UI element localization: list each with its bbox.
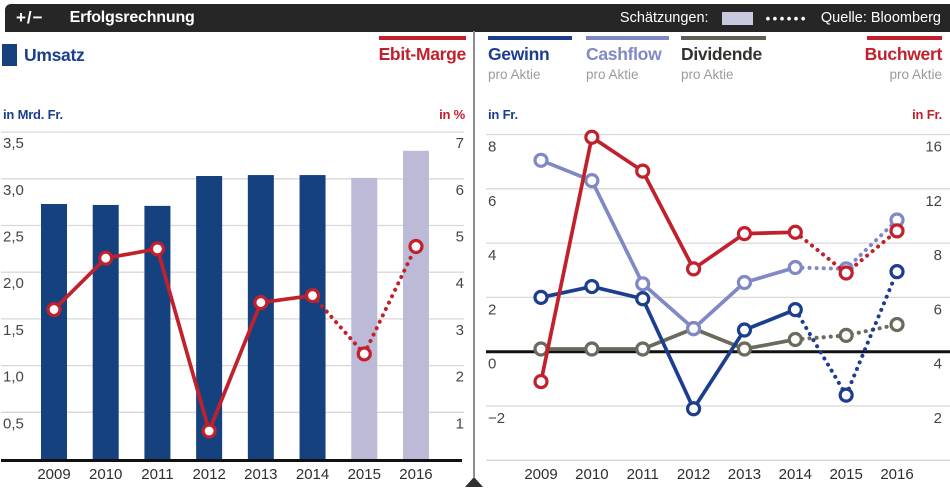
svg-text:4: 4 (934, 356, 942, 373)
svg-text:2011: 2011 (141, 466, 173, 483)
dividende-legend-sublabel: pro Aktie (681, 66, 734, 82)
dividende-legend-line (681, 36, 766, 40)
svg-text:2015: 2015 (829, 466, 862, 483)
svg-text:0,5: 0,5 (3, 415, 24, 432)
dividende-legend-label: Dividende (681, 43, 762, 64)
ebit-marge-legend-label: Ebit-Marge (378, 43, 467, 64)
svg-text:6: 6 (456, 182, 464, 199)
umsatz-legend-label: Umsatz (24, 44, 85, 65)
buchwert-legend: Buchwert pro Aktie (865, 36, 942, 82)
per-share-chart: 8 16 6 12 4 8 2 6 0 4 −2 2 2009 2010 2011 2012 2013 2014 2… (486, 129, 950, 483)
svg-text:7: 7 (456, 135, 464, 152)
gewinn-legend-sublabel: pro Aktie (488, 66, 541, 82)
umsatz-legend-swatch (2, 44, 17, 66)
cashflow-legend-sublabel: pro Aktie (586, 66, 639, 82)
ebit-marge-legend: Ebit-Marge (379, 36, 466, 65)
svg-text:2012: 2012 (192, 466, 225, 483)
header-legend: Schätzungen: •••••• Quelle: Bloomberg (620, 4, 941, 32)
divider-triangle-icon (465, 477, 483, 487)
cashflow-legend-line (586, 36, 669, 40)
svg-text:2016: 2016 (880, 466, 913, 483)
svg-text:8: 8 (934, 247, 942, 264)
svg-text:−2: −2 (488, 410, 505, 427)
right-chart-y-axis-title-right: in Fr. (912, 107, 942, 122)
estimate-dotted-line-icon: •••••• (765, 10, 808, 26)
svg-text:3: 3 (456, 322, 464, 339)
estimates-label: Schätzungen: (619, 10, 709, 26)
svg-text:4: 4 (456, 275, 464, 292)
svg-text:0: 0 (488, 356, 496, 373)
svg-text:2014: 2014 (296, 466, 329, 483)
svg-text:2012: 2012 (677, 466, 710, 483)
buchwert-legend-label: Buchwert (864, 43, 943, 64)
header-bar: +/− Erfolgsrechnung Schätzungen: •••••• … (5, 4, 950, 32)
svg-text:2014: 2014 (779, 466, 812, 483)
svg-text:3,5: 3,5 (3, 135, 24, 152)
cashflow-legend-label: Cashflow (586, 43, 662, 64)
svg-text:1: 1 (456, 415, 464, 432)
svg-text:2009: 2009 (524, 466, 557, 483)
right-chart-y-axis-title-left: in Fr. (488, 107, 518, 122)
svg-text:2015: 2015 (348, 466, 381, 483)
svg-text:2009: 2009 (37, 466, 70, 483)
svg-text:2: 2 (456, 369, 464, 386)
umsatz-legend: Umsatz (2, 44, 85, 66)
svg-text:2013: 2013 (728, 466, 761, 483)
plus-minus-logo: +/− (16, 8, 44, 27)
dividende-legend: Dividende pro Aktie (681, 36, 766, 82)
panel-divider (473, 31, 475, 477)
svg-text:12: 12 (925, 193, 942, 210)
left-chart-y-axis-title-right: in % (439, 107, 465, 122)
svg-text:2: 2 (488, 301, 496, 318)
svg-text:6: 6 (934, 301, 942, 318)
svg-text:8: 8 (488, 139, 496, 156)
svg-text:3,0: 3,0 (3, 182, 24, 199)
svg-text:1,0: 1,0 (3, 369, 24, 386)
buchwert-legend-sublabel: pro Aktie (889, 66, 942, 82)
svg-text:5: 5 (456, 229, 464, 246)
svg-text:6: 6 (488, 193, 496, 210)
svg-text:2010: 2010 (89, 466, 122, 483)
buchwert-legend-line (867, 36, 942, 40)
ebit-marge-legend-line (379, 36, 466, 40)
source-label: Quelle: Bloomberg (820, 10, 941, 26)
cashflow-legend: Cashflow pro Aktie (586, 36, 669, 82)
svg-text:2010: 2010 (575, 466, 608, 483)
left-chart-y-axis-title-left: in Mrd. Fr. (3, 107, 63, 122)
gewinn-legend-label: Gewinn (488, 43, 550, 64)
estimate-bar-swatch (721, 11, 753, 25)
svg-text:2: 2 (934, 410, 942, 427)
svg-text:2,0: 2,0 (3, 275, 24, 292)
gewinn-legend: Gewinn pro Aktie (488, 36, 572, 82)
gewinn-legend-line (488, 36, 572, 40)
svg-text:2,5: 2,5 (3, 229, 24, 246)
umsatz-ebit-chart: 3,5 7 3,0 6 2,5 5 2,0 4 1,5 3 1,0 2 0,5 1 2009 2010 2011… (1, 131, 464, 483)
svg-text:16: 16 (925, 139, 942, 156)
page-title: Erfolgsrechnung (69, 9, 195, 26)
svg-text:2016: 2016 (399, 466, 432, 483)
svg-text:4: 4 (488, 247, 496, 264)
svg-text:2013: 2013 (244, 466, 277, 483)
svg-text:2011: 2011 (627, 466, 659, 483)
svg-text:1,5: 1,5 (3, 322, 24, 339)
